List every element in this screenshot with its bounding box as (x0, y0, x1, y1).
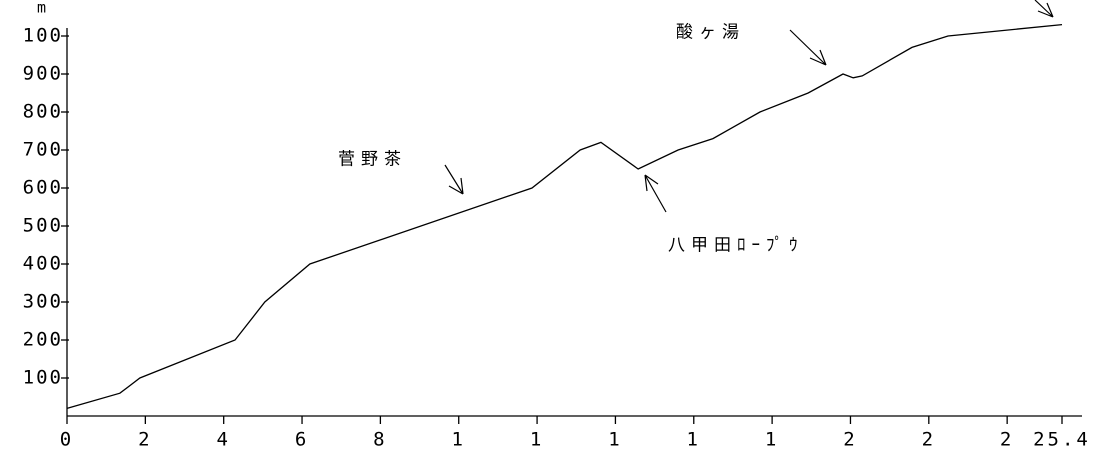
line (66, 23, 1063, 410)
annotation: 八甲田ﾛｰﾌﾟｳ (668, 236, 804, 256)
x-tick-label: 0 (60, 429, 74, 451)
y-tick-label: 200 (23, 329, 63, 351)
annotation: 菅野茶 (338, 150, 407, 170)
x-tick-label: 4 (216, 429, 230, 451)
x-tick-label: 1 (765, 429, 779, 451)
y-unit: m (37, 0, 46, 17)
y-tick-label: 800 (23, 101, 63, 123)
x-tick-label: 1 (452, 429, 466, 451)
annotation: 酸ヶ湯 (676, 23, 745, 43)
y-tick-label: 300 (23, 291, 63, 313)
x-tick-label: 6 (295, 429, 309, 451)
arrow (1034, 0, 1054, 18)
arrow (789, 29, 827, 66)
x-tick-label: 1 (608, 429, 622, 451)
arrow (644, 174, 667, 213)
arrows (444, 0, 1054, 213)
arrow (444, 164, 464, 195)
x-tick-label: 1 (530, 429, 544, 451)
x-tick-label: 2 (843, 429, 857, 451)
y-tick-label: 500 (23, 215, 63, 237)
x-tick-label: 2 (138, 429, 152, 451)
x-tick-label: 1 (687, 429, 701, 451)
y-tick-label: 100 (23, 25, 63, 47)
y-tick-label: 700 (23, 139, 63, 161)
x-tick-label: 25.4 (1033, 429, 1091, 451)
x-tick-label: 2 (922, 429, 936, 451)
y-tick-label: 600 (23, 177, 63, 199)
x-tick-label: 2 (1000, 429, 1014, 451)
y-tick-label: 900 (23, 63, 63, 85)
y-tick-label: 400 (23, 253, 63, 275)
y-tick-label: 100 (23, 367, 63, 389)
x-tick-label: 8 (373, 429, 387, 451)
